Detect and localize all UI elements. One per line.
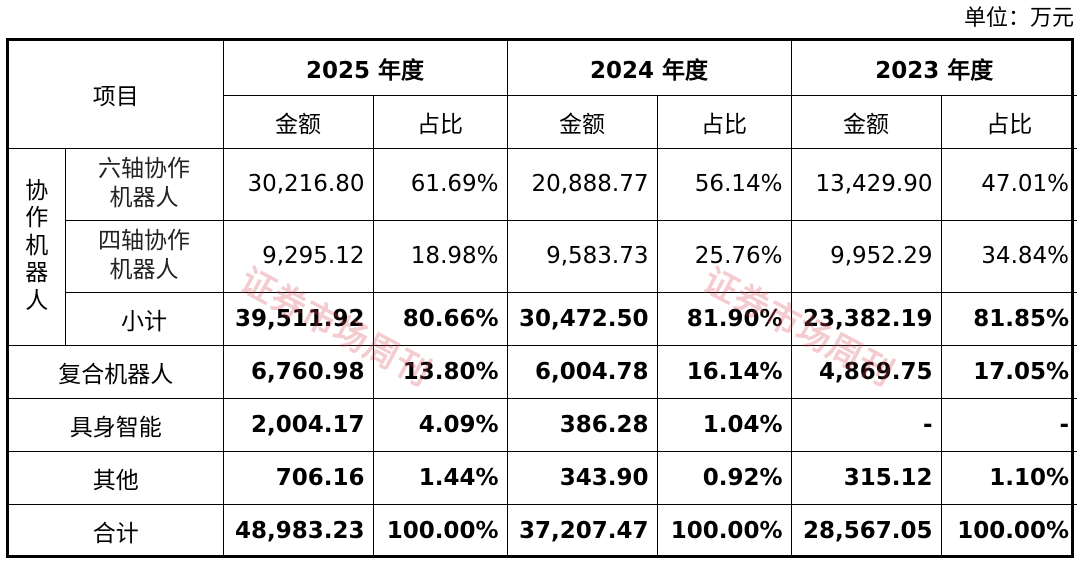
- row-label: 四轴协作 机器人: [65, 219, 224, 293]
- table-row: 协 作 机 器 人 六轴协作 机器人 30,216.80 61.69% 20,8…: [9, 147, 1077, 346]
- header-year-2023: 2023 年度: [790, 41, 1077, 96]
- cell-share: 61.69%: [372, 147, 508, 221]
- header-row-columns: 金额 占比 金额 占比 金额 占比: [9, 94, 1077, 149]
- cell-share: 100.00%: [372, 503, 508, 558]
- cell-amount: -: [790, 397, 942, 452]
- row-label: 具身智能: [9, 397, 224, 452]
- cell-amount: 315.12: [790, 450, 942, 505]
- cell-amount: 6,004.78: [506, 344, 658, 399]
- cell-share: 16.14%: [656, 344, 792, 399]
- cell-amount: 9,295.12: [222, 219, 374, 293]
- table-row: 四轴协作 机器人 9,295.12 18.98% 9,583.73 25.76%…: [9, 219, 1077, 293]
- row-label: 其他: [9, 450, 224, 505]
- cell-amount: 13,429.90: [790, 147, 942, 221]
- cell-share: 34.84%: [940, 219, 1077, 293]
- table-row: 其他 706.16 1.44% 343.90 0.92% 315.12 1.10…: [9, 450, 1077, 505]
- cell-share: 1.04%: [656, 397, 792, 452]
- cell-share: 80.66%: [372, 291, 508, 346]
- cell-share: 81.85%: [940, 291, 1077, 346]
- cell-share: 13.80%: [372, 344, 508, 399]
- cell-amount: 706.16: [222, 450, 374, 505]
- table-row-total: 合计 48,983.23 100.00% 37,207.47 100.00% 2…: [9, 503, 1077, 558]
- cell-share: 17.05%: [940, 344, 1077, 399]
- cell-amount: 39,511.92: [222, 291, 374, 346]
- cell-share: 25.76%: [656, 219, 792, 293]
- row-label: 六轴协作 机器人: [64, 147, 224, 221]
- cell-amount: 28,567.05: [790, 503, 942, 558]
- row-label: 小计: [65, 291, 224, 346]
- header-amount: 金额: [223, 94, 374, 149]
- cell-amount: 2,004.17: [222, 397, 374, 452]
- cell-amount: 6,760.98: [222, 344, 374, 399]
- cell-share: 0.92%: [656, 450, 792, 505]
- cell-share: 4.09%: [372, 397, 508, 452]
- header-year-2024: 2024 年度: [506, 41, 792, 96]
- cell-amount: 20,888.77: [506, 147, 658, 221]
- header-amount: 金额: [506, 94, 658, 149]
- cell-amount: 343.90: [506, 450, 658, 505]
- cell-amount: 9,952.29: [790, 219, 942, 293]
- header-row-years: 项目 2025 年度 2024 年度 2023 年度: [9, 41, 1077, 149]
- table-row: 复合机器人 6,760.98 13.80% 6,004.78 16.14% 4,…: [9, 344, 1077, 399]
- cell-share: 81.90%: [656, 291, 792, 346]
- header-year-2025: 2025 年度: [222, 41, 508, 96]
- header-share: 占比: [372, 94, 508, 149]
- cell-amount: 4,869.75: [790, 344, 942, 399]
- category-cobot: 协 作 机 器 人: [9, 147, 66, 346]
- cell-amount: 23,382.19: [790, 291, 942, 346]
- header-share: 占比: [656, 94, 792, 149]
- header-share: 占比: [940, 94, 1077, 149]
- cell-amount: 30,216.80: [222, 147, 374, 221]
- cell-share: 56.14%: [656, 147, 792, 221]
- cell-share: 47.01%: [940, 147, 1077, 221]
- row-label: 复合机器人: [9, 344, 224, 399]
- header-amount: 金额: [790, 94, 942, 149]
- cell-share: 1.10%: [940, 450, 1077, 505]
- row-label: 合计: [9, 503, 224, 558]
- cell-share: 18.98%: [372, 219, 508, 293]
- cell-amount: 37,207.47: [506, 503, 658, 558]
- cell-amount: 386.28: [506, 397, 658, 452]
- cell-share: 1.44%: [372, 450, 508, 505]
- cell-amount: 48,983.23: [222, 503, 374, 558]
- cell-amount: 9,583.73: [506, 219, 658, 293]
- cell-share: 100.00%: [656, 503, 792, 558]
- cell-amount: 30,472.50: [506, 291, 658, 346]
- revenue-table: 项目 2025 年度 2024 年度 2023 年度 金额 占比 金额 占比 金…: [6, 38, 1077, 558]
- unit-label: 单位：万元: [963, 6, 1074, 31]
- cell-share: 100.00%: [940, 503, 1077, 558]
- header-item: 项目: [9, 41, 224, 149]
- table-row-subtotal: 小计 39,511.92 80.66% 30,472.50 81.90% 23,…: [9, 291, 1077, 346]
- table-row: 具身智能 2,004.17 4.09% 386.28 1.04% - -: [9, 397, 1077, 452]
- cell-share: -: [940, 397, 1077, 452]
